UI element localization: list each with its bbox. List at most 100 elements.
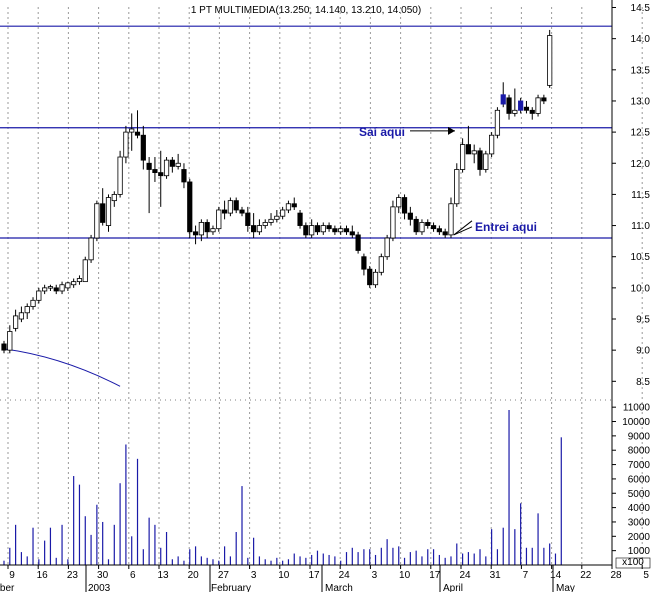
candle-body (152, 169, 158, 174)
candle-body (396, 197, 402, 208)
candle-body (245, 212, 251, 226)
price-tick-label: 14.5 (631, 3, 651, 14)
candle-body (251, 225, 257, 233)
month-label: April (443, 583, 463, 592)
candle-body (94, 203, 100, 239)
candle-body (198, 222, 204, 236)
candle-body (436, 228, 442, 233)
candle-body (82, 259, 88, 283)
x-tick-label: 13 (157, 570, 169, 581)
candle-body (71, 281, 77, 286)
candle-body (65, 282, 71, 289)
candle-body (140, 134, 146, 161)
x-tick-label: 31 (490, 570, 502, 581)
candle-body (1, 343, 7, 351)
candle-body (280, 209, 286, 217)
x-tick-label: 7 (523, 570, 529, 581)
volume-tick-label: 7000 (628, 460, 651, 471)
candle-body (506, 97, 512, 114)
candle-body (7, 331, 13, 351)
x-tick-label: 6 (130, 570, 136, 581)
x-tick-label: 10 (399, 570, 411, 581)
volume-tick-label: 8000 (628, 446, 651, 457)
x-tick-label: 20 (188, 570, 200, 581)
volume-tick-label: 10000 (622, 417, 650, 428)
candle-body (88, 237, 94, 261)
candle-body (541, 97, 547, 102)
candle-body (465, 144, 472, 155)
candle-body (239, 209, 245, 214)
candle-body (175, 162, 181, 167)
volume-unit-box (615, 557, 651, 569)
price-tick-label: 13.0 (631, 96, 651, 107)
price-tick-label: 10.0 (631, 283, 651, 294)
candle-body (523, 106, 530, 111)
candle-body (47, 286, 54, 289)
candle-body (169, 159, 175, 167)
candle-body (390, 206, 396, 239)
price-tick-label: 12.5 (631, 128, 651, 139)
candle-body (471, 150, 477, 155)
candle-body (303, 225, 309, 236)
candle-body (42, 287, 48, 292)
candle-body (100, 203, 106, 223)
candle-body (111, 194, 117, 202)
price-tick-label: 9.0 (636, 346, 650, 357)
x-tick-label: 17 (308, 570, 320, 581)
candle-body (413, 218, 419, 233)
volume-tick-label: 4000 (628, 503, 651, 514)
candle-body (494, 109, 501, 136)
candle-body (384, 237, 390, 258)
candle-body (343, 228, 350, 233)
candle-body (291, 203, 297, 208)
annotation-arrow-head (448, 126, 455, 135)
price-tick-label: 12.0 (631, 159, 651, 170)
price-tick-label: 8.5 (636, 377, 650, 388)
price-tick-label: 9.5 (636, 315, 650, 326)
price-tick-label: 10.5 (631, 252, 651, 263)
candle-body (24, 306, 30, 314)
candle-body (361, 256, 367, 270)
horizontal-lines (0, 25, 612, 239)
candle-body (221, 209, 228, 214)
month-label: May (556, 583, 575, 592)
candle-body (500, 94, 506, 105)
annotation-arrow-line (453, 226, 473, 236)
x-tick-label: 27 (218, 570, 230, 581)
x-tick-label: 30 (97, 570, 109, 581)
candle-body (129, 128, 135, 133)
candle-body (105, 197, 112, 226)
candle-body (117, 156, 123, 195)
volume-tick-label: 2000 (628, 532, 651, 543)
volume-tick-label: 1000 (628, 546, 651, 557)
candle-body (18, 312, 25, 320)
price-tick-label: 14.0 (631, 34, 651, 45)
candle-body (76, 278, 83, 283)
month-label: ember (0, 583, 15, 592)
month-label: February (211, 583, 251, 592)
x-tick-label: 28 (610, 570, 622, 581)
grid (0, 7, 643, 565)
x-tick-label: 10 (278, 570, 290, 581)
candle-body (158, 172, 164, 177)
candle-body (430, 225, 437, 230)
candle-body (355, 234, 361, 251)
volume-tick-label: 5000 (628, 489, 651, 500)
candle-body (53, 287, 59, 292)
candle-body (233, 200, 239, 211)
candle-body (163, 159, 170, 177)
candle-body (425, 222, 431, 226)
x-tick-label: 14 (550, 570, 562, 581)
volume-tick-label: 9000 (628, 431, 651, 442)
candle-body (187, 181, 193, 233)
candle-body (274, 215, 280, 220)
candle-body (372, 271, 379, 286)
volume-tick-label: 11000 (623, 403, 651, 414)
candle-body (518, 100, 524, 111)
candle-body (489, 134, 495, 155)
x-tick-label: 22 (580, 570, 592, 581)
candle-body (529, 109, 535, 114)
candle-body (309, 225, 315, 236)
x-tick-label: 3 (251, 570, 257, 581)
